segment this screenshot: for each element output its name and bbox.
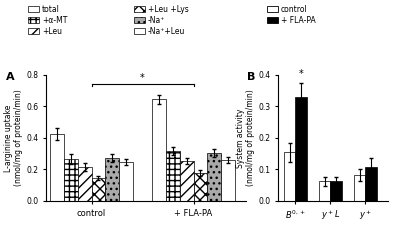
Bar bbox=[295, 97, 307, 201]
Text: *: * bbox=[140, 73, 145, 83]
Bar bbox=[365, 167, 377, 201]
Text: *: * bbox=[299, 69, 304, 79]
Y-axis label: L-arginine uptake
(nmol/mg of protein/min): L-arginine uptake (nmol/mg of protein/mi… bbox=[4, 89, 24, 186]
Bar bbox=[50, 134, 64, 201]
Bar bbox=[152, 99, 166, 201]
Bar bbox=[64, 159, 78, 201]
Bar bbox=[319, 181, 330, 201]
Bar bbox=[105, 158, 119, 201]
Bar bbox=[284, 152, 295, 201]
Bar bbox=[180, 161, 194, 201]
Bar bbox=[354, 175, 365, 201]
Legend: +Leu +Lys, -Na⁺, -Na⁺+Leu: +Leu +Lys, -Na⁺, -Na⁺+Leu bbox=[134, 5, 188, 36]
Bar bbox=[166, 151, 180, 201]
Text: A: A bbox=[6, 72, 15, 82]
Bar bbox=[92, 178, 105, 201]
Bar bbox=[194, 173, 207, 201]
Legend: control, + FLA-PA: control, + FLA-PA bbox=[267, 5, 315, 25]
Bar bbox=[78, 167, 92, 201]
Bar bbox=[330, 181, 342, 201]
Y-axis label: System activity
(nmol/mg of protein/min): System activity (nmol/mg of protein/min) bbox=[236, 89, 256, 186]
Text: B: B bbox=[247, 72, 256, 82]
Bar bbox=[221, 160, 235, 201]
Bar bbox=[207, 153, 221, 201]
Bar bbox=[119, 162, 133, 201]
